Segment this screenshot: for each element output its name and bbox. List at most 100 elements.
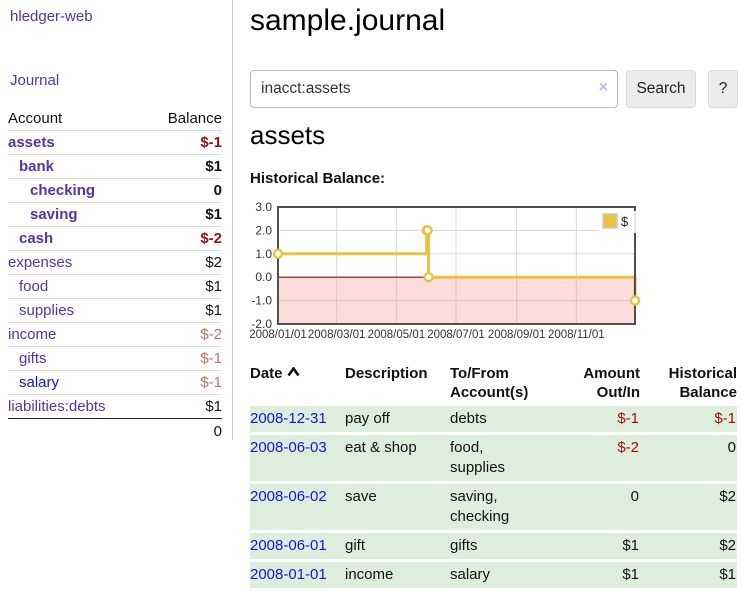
account-balance: $-1: [200, 374, 222, 391]
data-point-marker: [629, 295, 641, 306]
register-header-tofrom-accounts: To/From Account(s): [450, 365, 529, 401]
register-header-historical-balance: Historical Balance: [668, 365, 737, 401]
clear-search-icon[interactable]: ×: [598, 79, 608, 96]
account-row: food $1: [8, 274, 222, 298]
y-axis-tick-label: 0.0: [255, 270, 272, 284]
nav-journal-link[interactable]: Journal: [10, 72, 60, 89]
account-link[interactable]: cash: [19, 230, 54, 247]
sidebar: hledger-web Journal Account Balance asse…: [0, 0, 233, 582]
account-balance: 0: [213, 182, 222, 199]
help-button[interactable]: ?: [708, 70, 738, 108]
transaction-accounts: debts: [450, 410, 487, 427]
account-link[interactable]: bank: [19, 158, 55, 175]
account-page-title: assets: [250, 120, 326, 150]
register-body: 2008-12-31 pay off debts $-1 $-1 2008-06-03 ea…: [250, 406, 737, 588]
account-link[interactable]: income: [8, 326, 57, 343]
balance-column-header: Balance: [167, 109, 222, 127]
transaction-date-link[interactable]: 2008-06-01: [250, 537, 327, 554]
account-balance: $-2: [200, 230, 222, 247]
y-axis-tick-label: -1.0: [251, 294, 272, 308]
account-row: cash $-2: [8, 226, 222, 250]
transaction-amount: $1: [622, 566, 639, 583]
account-balance: $-2: [200, 326, 222, 343]
transaction-accounts: food, supplies: [450, 439, 506, 476]
register-header-date[interactable]: Date: [250, 363, 345, 403]
register-row[interactable]: 2008-06-02 save saving, checking 0 $2: [250, 484, 737, 530]
account-row: saving $1: [8, 202, 222, 226]
x-axis-tick-label: 2008/09/01: [488, 329, 546, 341]
transaction-amount: 0: [630, 488, 639, 505]
register-row[interactable]: 2008-01-01 income salary $1 $1: [250, 562, 737, 588]
x-axis-tick-label: 2008/03/01: [308, 329, 366, 341]
y-axis-tick-label: 2.0: [255, 223, 272, 237]
transaction-date-link[interactable]: 2008-01-01: [250, 566, 327, 583]
transaction-date-link[interactable]: 2008-06-02: [250, 488, 327, 505]
search-box: ×: [250, 70, 618, 108]
account-link[interactable]: liabilities:debts: [8, 398, 106, 415]
transaction-balance: 0: [727, 439, 736, 456]
transaction-balance: $2: [719, 537, 736, 554]
account-row: salary $-1: [8, 370, 222, 394]
legend-swatch: [602, 213, 618, 229]
search-button[interactable]: Search: [626, 70, 696, 108]
account-balance: $1: [205, 158, 222, 175]
register-row[interactable]: 2008-06-03 eat & shop food, supplies $-2 0: [250, 435, 737, 481]
data-point-marker: [272, 248, 284, 259]
account-row: income $-2: [8, 322, 222, 346]
account-list: assets $-1 bank $1 checking 0 saving $1 cash $-2 e…: [8, 130, 222, 443]
account-row: expenses $2: [8, 250, 222, 274]
account-row: supplies $1: [8, 298, 222, 322]
accounts-total-row: 0: [8, 418, 222, 443]
account-balance: $-1: [200, 134, 222, 151]
account-row: liabilities:debts $1: [8, 394, 222, 418]
transaction-description: gift: [345, 537, 366, 554]
account-balance: $1: [205, 278, 222, 295]
accounts-total: 0: [213, 422, 222, 440]
account-link[interactable]: gifts: [19, 350, 47, 367]
account-balance: $1: [205, 302, 222, 319]
account-link[interactable]: supplies: [19, 302, 75, 319]
account-link[interactable]: expenses: [8, 254, 73, 271]
transaction-balance: $1: [719, 566, 736, 583]
search-input[interactable]: [250, 70, 618, 108]
transaction-balance: $-1: [714, 410, 736, 427]
account-balance: $-1: [200, 350, 222, 367]
account-link[interactable]: food: [19, 278, 49, 295]
transaction-accounts: gifts: [450, 537, 478, 554]
register-row[interactable]: 2008-06-01 gift gifts $1 $2: [250, 533, 737, 559]
register-header-description: Description: [345, 365, 428, 382]
page-title: sample.journal: [250, 4, 446, 37]
chart-border: [277, 206, 636, 325]
data-point-marker: [423, 271, 434, 283]
transaction-description: income: [345, 566, 394, 583]
account-link[interactable]: salary: [19, 374, 60, 391]
account-link[interactable]: assets: [8, 134, 55, 151]
y-axis-tick-label: 1.0: [255, 247, 272, 261]
account-row: checking 0: [8, 178, 222, 202]
negative-region: [278, 277, 635, 324]
x-axis-tick-label: 2008/01/01: [249, 329, 307, 341]
transaction-date-link[interactable]: 2008-06-03: [250, 439, 327, 456]
sort-ascending-icon: [286, 367, 300, 377]
sidebar-divider: [232, 0, 233, 440]
transaction-accounts: saving, checking: [450, 488, 510, 525]
transaction-amount: $-1: [617, 410, 639, 427]
y-axis-tick-label: -2.0: [251, 317, 272, 331]
account-balance: $1: [205, 206, 222, 223]
transaction-balance: $2: [719, 488, 736, 505]
app-brand-link[interactable]: hledger-web: [10, 8, 93, 25]
transaction-date-link[interactable]: 2008-12-31: [250, 410, 327, 427]
x-axis-tick-label: 2008/11/01: [548, 329, 605, 341]
register-row[interactable]: 2008-12-31 pay off debts $-1 $-1: [250, 406, 737, 432]
account-link[interactable]: checking: [30, 182, 96, 199]
transaction-amount: $1: [622, 537, 639, 554]
account-column-header: Account: [8, 109, 63, 127]
x-axis-tick-label: 2008/07/01: [427, 329, 485, 341]
legend-label: $: [621, 214, 629, 229]
transaction-description: pay off: [345, 410, 390, 427]
register-table-wrap: Date Description To/From Account(s) Amount Ou…: [250, 360, 737, 591]
transaction-description: save: [345, 488, 377, 505]
account-link[interactable]: saving: [30, 206, 78, 223]
transaction-accounts: salary: [450, 566, 491, 583]
